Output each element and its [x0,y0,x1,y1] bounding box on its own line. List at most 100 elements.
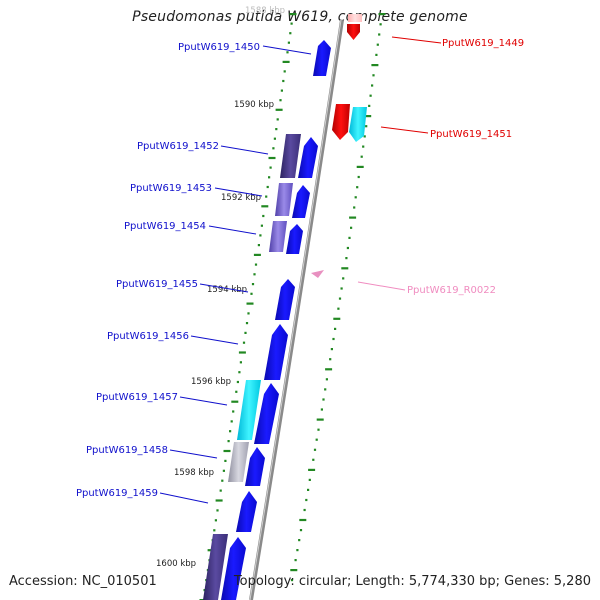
gene-arrow-1449[interactable] [347,24,360,40]
outer-track-minor-tick [322,398,325,401]
inner-track-minor-tick [262,214,265,218]
gene-arrow-1450[interactable] [313,40,331,76]
inner-track-minor-tick [272,147,275,150]
outer-track-minor-tick [313,448,317,451]
accession-label: Accession: NC_010501 [9,574,157,589]
outer-track-minor-tick [376,43,379,46]
gene-arrow-1451-red[interactable] [332,104,350,140]
outer-track-minor-tick [345,257,348,260]
gene-arrow-1458[interactable] [245,447,265,486]
inner-track-minor-tick [253,273,256,276]
gene-label-1455[interactable]: PputW619_1455 [116,279,198,290]
gene-label-r0022[interactable]: PputW619_R0022 [407,285,496,296]
rna-arrow-r0022[interactable] [311,270,324,278]
leader-1458 [169,449,218,459]
leader-1451 [380,126,429,134]
inner-track-minor-tick [282,79,285,83]
leader-1457 [179,396,228,406]
inner-track-minor-tick [257,244,260,247]
outer-track-major-tick [333,317,341,320]
gene-arrow-next-blue[interactable] [221,537,246,600]
gene-arrow-1449-prev[interactable] [348,14,362,22]
gene-label-1453[interactable]: PputW619_1453 [130,183,212,194]
scale-label-1596: 1596 kbp [191,377,231,387]
inner-track-minor-tick [216,509,219,512]
outer-track-minor-tick [363,135,366,138]
outer-track-minor-tick [296,549,299,552]
gene-arrow-1457-cyan[interactable] [237,380,261,440]
gene-arrow-1456[interactable] [264,324,288,380]
inner-track-minor-tick [259,234,262,237]
inner-track-minor-tick [254,263,258,266]
gene-arrow-1453[interactable] [292,185,310,218]
inner-track-major-tick [246,302,254,305]
inner-track-minor-tick [214,519,217,522]
inner-track-minor-tick [227,440,230,443]
inner-track-minor-tick [286,51,289,54]
inner-track-minor-tick [275,128,278,131]
outer-track-minor-tick [340,287,343,290]
gene-label-1450[interactable]: PputW619_1450 [178,42,260,53]
gene-label-1452[interactable]: PputW619_1452 [137,141,219,152]
inner-track-minor-tick [245,322,249,325]
gene-arrow-1452-purple[interactable] [280,134,301,178]
gene-arrow-1458-gray[interactable] [228,442,249,482]
inner-track-minor-tick [269,166,272,169]
outer-track-minor-tick [329,358,332,361]
inner-track-minor-tick [260,224,263,227]
gene-arrow-1454[interactable] [286,224,303,254]
inner-track-minor-tick [265,195,268,198]
gene-label-1451[interactable]: PputW619_1451 [430,129,512,140]
outer-track-minor-tick [308,478,311,481]
outer-track-minor-tick [369,94,372,97]
inner-track-major-tick [215,499,223,502]
outer-track-minor-tick [371,84,374,87]
inner-track-minor-tick [279,99,282,102]
inner-track-minor-tick [232,410,235,413]
scale-label-1592: 1592 kbp [221,193,261,203]
gene-label-1458[interactable]: PputW619_1458 [86,445,168,456]
genome-backbone [249,19,344,600]
inner-track-minor-tick [239,361,242,364]
inner-track-minor-tick [235,390,238,393]
gene-arrow-1451-cyan[interactable] [349,107,367,142]
outer-track-minor-tick [320,408,323,411]
outer-track-minor-tick [303,508,306,512]
gene-arrow-1452[interactable] [298,137,318,178]
inner-track-major-tick [231,400,239,403]
outer-track-major-tick [364,115,372,118]
gene-label-1454[interactable]: PputW619_1454 [124,221,206,232]
inner-track-minor-tick [268,176,271,179]
outer-track-minor-tick [324,388,327,391]
outer-track-major-tick [378,13,386,16]
gene-arrow-1453-purple[interactable] [275,183,293,216]
outer-track-minor-tick [360,155,363,158]
inner-track-minor-tick [219,489,222,492]
inner-track-minor-tick [247,312,250,315]
scale-label-1588: 1588 kbp [245,6,285,16]
gene-label-1459[interactable]: PputW619_1459 [76,488,158,499]
inner-track-major-tick [289,13,297,16]
outer-track-minor-tick [325,378,328,381]
gene-arrow-1454-purple[interactable] [269,221,287,252]
gene-arrow-1459[interactable] [236,491,257,532]
gene-arrow-1455[interactable] [275,279,295,320]
outer-track-major-tick [308,468,316,471]
inner-track-minor-tick [242,341,246,344]
gene-arrow-1457[interactable] [254,383,279,444]
gene-arrow-next-purple[interactable] [203,534,228,600]
inner-track-minor-tick [287,41,290,44]
outer-track-minor-tick [350,226,353,229]
outer-track-minor-tick [368,104,371,107]
outer-track-minor-tick [334,327,337,330]
gene-label-1449[interactable]: PputW619_1449 [442,38,524,49]
inner-track-minor-tick [280,89,283,92]
outer-track-major-tick [316,418,324,421]
gene-label-1456[interactable]: PputW619_1456 [107,331,189,342]
outer-track-minor-tick [365,125,368,128]
gene-label-1457[interactable]: PputW619_1457 [96,392,178,403]
leader-1456 [190,335,239,345]
inner-track-minor-tick [229,430,232,433]
gene-labels: PputW619_1449 PputW619_1450 PputW619_145… [76,38,524,499]
